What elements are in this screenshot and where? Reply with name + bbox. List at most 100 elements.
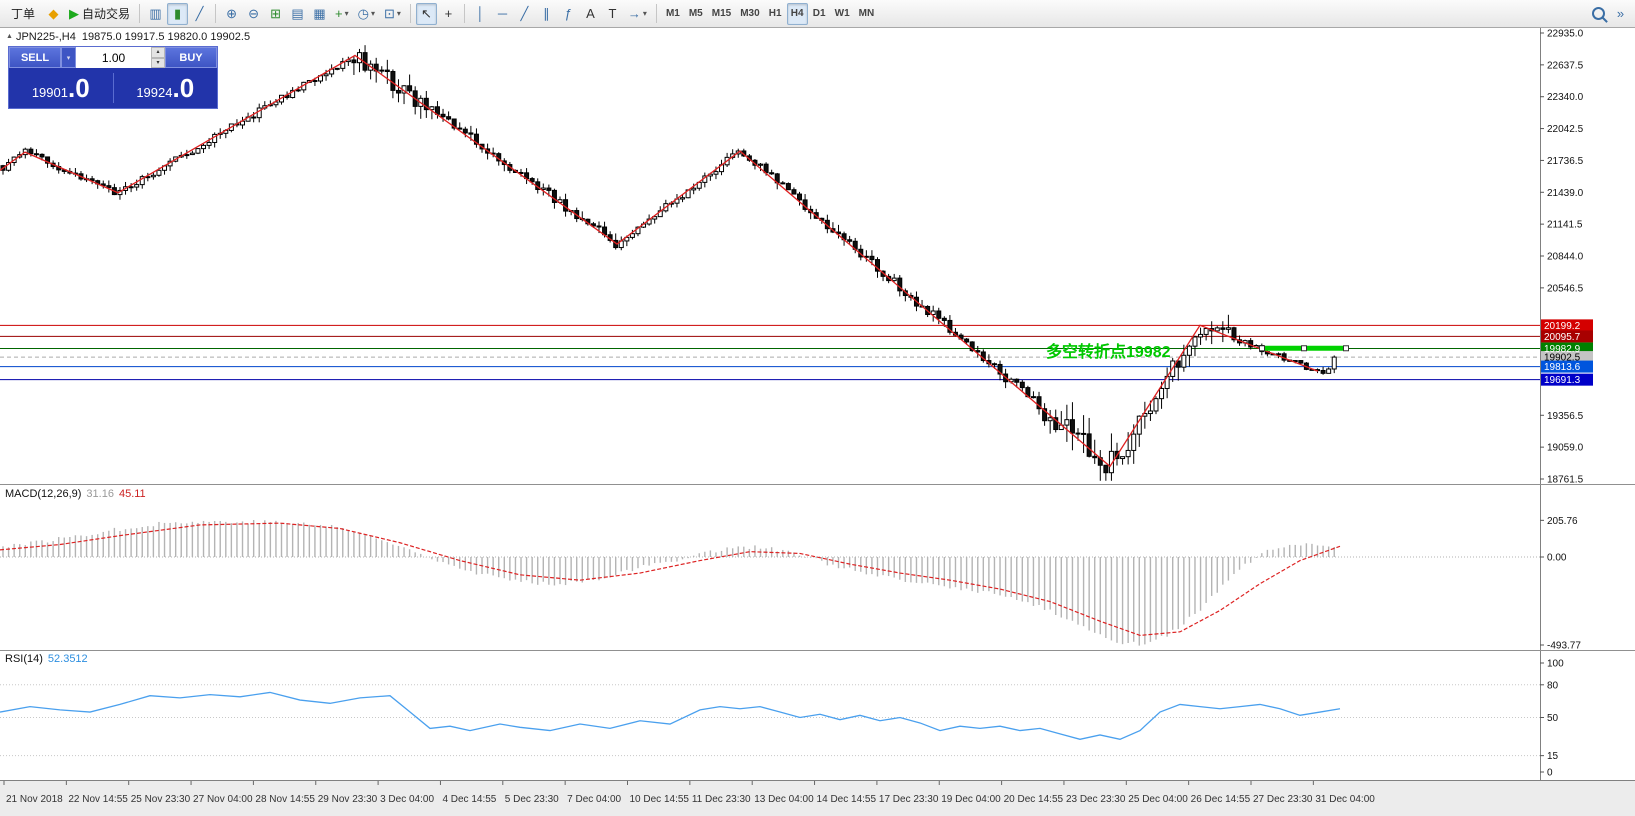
- price-axis-background[interactable]: [1541, 28, 1635, 780]
- quick-nav-icon[interactable]: »: [1610, 3, 1631, 25]
- zoom-in-icon[interactable]: ⊕: [221, 3, 242, 25]
- autotrading-button-label: 自动交易: [82, 7, 131, 21]
- time-tick-label: 4 Dec 14:55: [442, 794, 496, 805]
- bar-chart-icon[interactable]: ▥: [145, 3, 166, 25]
- time-tick-label: 25 Nov 23:30: [131, 794, 191, 805]
- new-order-button-label: 丁单: [11, 7, 36, 21]
- level-lines-layer[interactable]: [0, 324, 1540, 381]
- toolbar-separator: [655, 4, 657, 23]
- mql-wizard-icon[interactable]: ◆: [43, 3, 64, 25]
- dropdown-caret-icon: ▾: [642, 9, 647, 18]
- toolbar: 丁单 ◆ ▶ 自动交易 ▥ ▮ ╱ ⊕ ⊖ ⊞ ▤ ▦ + ▾ ◷ ▾ ⊡ ▾ ↖ + │ ─ ╱ ∥ ƒ A T → ▾ M1 M5 M15…: [0, 0, 1635, 28]
- macd-main-value: 31.16: [86, 488, 114, 500]
- lot-dropdown[interactable]: ▾: [61, 47, 76, 68]
- toolbar-separator: [139, 4, 141, 23]
- price-tick-label: 22340.0: [1547, 92, 1584, 103]
- tf-mn[interactable]: MN: [855, 3, 879, 25]
- zoom-out-icon[interactable]: ⊖: [243, 3, 264, 25]
- search-icon[interactable]: [1588, 3, 1609, 25]
- sell-price[interactable]: 19901.0: [9, 73, 113, 104]
- lot-input[interactable]: [76, 47, 151, 68]
- add-indicator-icon[interactable]: + ▾: [331, 3, 353, 25]
- macd-histogram: [2, 520, 1335, 646]
- tile-windows-icon: ▤: [291, 5, 304, 21]
- tf-m5-label: M5: [688, 8, 703, 19]
- lot-up-button[interactable]: ▴: [151, 47, 165, 58]
- turning-point-annotation[interactable]: 多空转折点19982: [1046, 342, 1171, 361]
- grid-icon: ⊞: [270, 5, 281, 21]
- price-badge-label: 19902.5: [1544, 353, 1581, 364]
- time-tick-label: 21 Nov 2018: [6, 794, 63, 805]
- tf-h1[interactable]: H1: [765, 3, 786, 25]
- tf-m15-label: M15: [711, 8, 732, 19]
- quote-divider: [112, 73, 114, 103]
- line-chart-icon[interactable]: ╱: [189, 3, 210, 25]
- crosshair-icon[interactable]: +: [438, 3, 459, 25]
- new-order-button[interactable]: 丁单: [4, 3, 42, 25]
- sell-button[interactable]: SELL: [9, 47, 61, 68]
- price-badges: [1541, 319, 1593, 386]
- crosshair-icon: +: [444, 6, 453, 21]
- zigzag-line[interactable]: [0, 54, 1319, 468]
- rsi-tick-label: 50: [1547, 713, 1559, 724]
- time-tick-label: 17 Dec 23:30: [879, 794, 939, 805]
- horizontal-line-icon[interactable]: ─: [492, 3, 513, 25]
- tf-d1-label: D1: [812, 8, 826, 19]
- tf-h4[interactable]: H4: [786, 2, 808, 25]
- time-tick-label: 19 Dec 04:00: [941, 794, 1001, 805]
- tf-w1[interactable]: W1: [831, 3, 854, 25]
- autotrading-button[interactable]: ▶ 自动交易: [65, 3, 134, 25]
- price-axis[interactable]: [1540, 32, 1544, 773]
- macd-indicator-name: MACD(12,26,9): [5, 488, 82, 500]
- period-icon[interactable]: ◷ ▾: [354, 3, 379, 25]
- price-badge-label: 19691.3: [1544, 375, 1581, 386]
- grid-icon[interactable]: ⊞: [265, 3, 286, 25]
- cascade-windows-icon: ▦: [313, 5, 326, 21]
- vertical-line-icon[interactable]: │: [470, 3, 491, 25]
- vertical-line-icon: │: [476, 6, 485, 21]
- tf-m5[interactable]: M5: [685, 3, 707, 25]
- lot-down-button[interactable]: ▾: [151, 57, 165, 68]
- channel-icon[interactable]: ∥: [536, 3, 557, 25]
- tf-m15[interactable]: M15: [708, 3, 735, 25]
- template-icon[interactable]: ⊡ ▾: [380, 3, 405, 25]
- time-tick-label: 27 Dec 23:30: [1253, 794, 1313, 805]
- trendline-segment[interactable]: [1259, 345, 1349, 352]
- price-badge-label: 20095.7: [1544, 332, 1581, 343]
- rsi-line: [0, 691, 1341, 740]
- price-tick-label: 22637.5: [1547, 60, 1584, 71]
- trade-panel-quotes: 19901.0 19924.0: [9, 68, 217, 108]
- price-badge-label: 19982.9: [1544, 344, 1581, 355]
- macd-label: MACD(12,26,9) 31.16 45.11: [5, 488, 146, 500]
- zoom-in-icon: ⊕: [226, 5, 237, 21]
- price-tick-label: 18761.5: [1547, 474, 1584, 485]
- template-icon: ⊡: [384, 5, 395, 21]
- time-axis-background[interactable]: [0, 781, 1635, 816]
- time-tick-label: 28 Nov 14:55: [255, 794, 315, 805]
- buy-price[interactable]: 19924.0: [114, 73, 218, 104]
- label-tool-icon[interactable]: T: [602, 3, 623, 25]
- trade-panel-controls: SELL ▾ ▴ ▾ BUY: [9, 47, 217, 68]
- cursor-icon[interactable]: ↖: [415, 2, 437, 25]
- candlestick-chart-icon[interactable]: ▮: [167, 2, 189, 25]
- macd-tick-label: -493.77: [1547, 640, 1581, 651]
- price-tick-label: 20546.5: [1547, 283, 1584, 294]
- text-tool-icon[interactable]: A: [580, 3, 601, 25]
- shapes-icon[interactable]: → ▾: [624, 3, 651, 25]
- cascade-windows-icon[interactable]: ▦: [309, 3, 330, 25]
- time-tick-label: 5 Dec 23:30: [505, 794, 559, 805]
- buy-button[interactable]: BUY: [165, 47, 217, 68]
- tile-windows-icon[interactable]: ▤: [287, 3, 308, 25]
- price-tick-label: 22042.5: [1547, 124, 1584, 135]
- tf-m1[interactable]: M1: [662, 3, 684, 25]
- trendline-icon[interactable]: ╱: [514, 3, 535, 25]
- trendline-icon: ╱: [520, 5, 529, 21]
- rsi-label: RSI(14) 52.3512: [5, 653, 88, 665]
- cursor-icon: ↖: [420, 5, 432, 21]
- fibonacci-icon[interactable]: ƒ: [558, 3, 579, 25]
- tf-d1[interactable]: D1: [809, 3, 830, 25]
- label-tool-icon: T: [608, 6, 617, 21]
- chart-menu-icon[interactable]: ▲: [6, 33, 13, 40]
- tf-m30[interactable]: M30: [736, 3, 763, 25]
